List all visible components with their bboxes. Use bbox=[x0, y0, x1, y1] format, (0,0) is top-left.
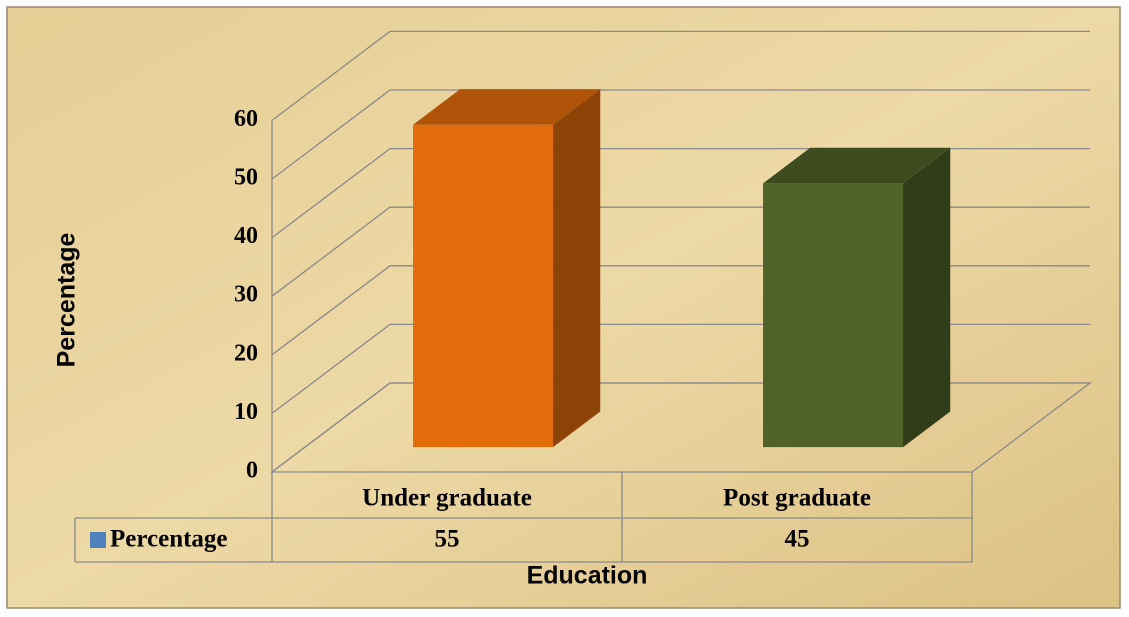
bar-front bbox=[413, 124, 554, 448]
bar bbox=[413, 89, 601, 448]
legend-key bbox=[90, 532, 106, 548]
x-axis-label: Education bbox=[527, 562, 648, 590]
grid-line bbox=[271, 89, 1090, 180]
y-tick-label: 20 bbox=[234, 340, 258, 366]
bar-top bbox=[763, 147, 951, 184]
table-value: 55 bbox=[435, 526, 460, 553]
x-tick-label: Post graduate bbox=[723, 485, 871, 512]
table-value: 45 bbox=[785, 526, 810, 553]
bar-side bbox=[553, 89, 601, 448]
bar bbox=[763, 147, 951, 448]
x-tick-label: Under graduate bbox=[362, 485, 532, 512]
grid-line bbox=[271, 30, 1090, 121]
bar-front bbox=[763, 183, 904, 448]
y-axis-label: Percentage bbox=[53, 233, 81, 368]
legend-label: Percentage bbox=[110, 526, 228, 553]
y-tick-label: 10 bbox=[234, 399, 258, 425]
y-tick-label: 60 bbox=[234, 106, 258, 132]
y-tick-label: 40 bbox=[234, 223, 258, 249]
y-tick-label: 0 bbox=[246, 458, 258, 484]
bar-top bbox=[413, 89, 601, 125]
y-tick-label: 50 bbox=[234, 165, 258, 191]
bar-side bbox=[903, 147, 951, 448]
y-tick-label: 30 bbox=[234, 282, 258, 308]
